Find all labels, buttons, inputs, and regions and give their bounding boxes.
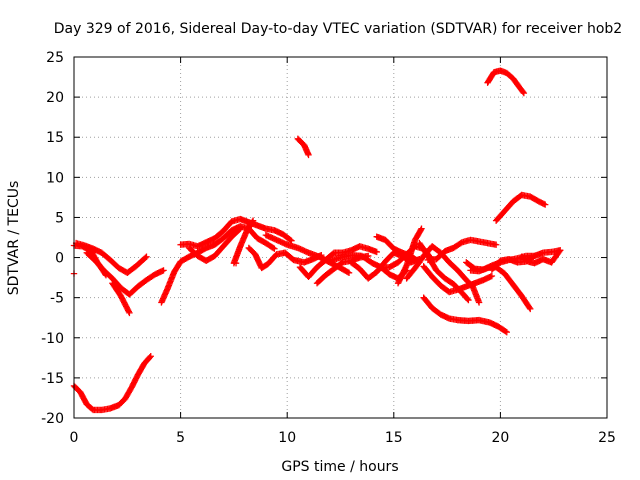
x-tick-label: 15 — [385, 430, 403, 446]
data-point — [503, 328, 510, 336]
series-track-7 — [177, 215, 295, 250]
series-track-18 — [373, 233, 423, 266]
data-point — [269, 244, 277, 252]
x-tick-label: 20 — [491, 430, 509, 446]
series-track-12 — [294, 135, 312, 159]
data-point — [502, 328, 509, 335]
plot-frame — [73, 56, 608, 419]
series-track-3 — [72, 239, 150, 276]
series-track-8 — [185, 225, 244, 264]
data-point — [249, 217, 257, 224]
y-tick-label: 10 — [46, 170, 64, 186]
data-point — [143, 253, 150, 260]
data-point — [527, 305, 534, 313]
series-track-24 — [420, 294, 510, 336]
data-point — [556, 247, 564, 254]
data-point — [125, 308, 132, 315]
data-point — [465, 296, 472, 304]
series-track-5 — [109, 280, 133, 317]
data-point — [249, 218, 256, 226]
data-point — [475, 299, 483, 306]
y-tick-label: 5 — [55, 210, 64, 226]
data-point — [541, 201, 549, 208]
series-track-11 — [262, 231, 353, 276]
x-tick-label: 0 — [70, 430, 79, 446]
data-point — [232, 259, 240, 267]
data-point — [492, 241, 500, 248]
y-tick-label: 15 — [46, 130, 64, 146]
axis-ticks: 0 5 10 15 20 25 -20 -15 -10 -5 0 5 10 15 20 25 — [41, 50, 616, 446]
series-track-6 — [158, 223, 278, 306]
data-point — [305, 151, 312, 159]
x-axis-label: GPS time / hours — [281, 459, 398, 475]
y-tick-label: -5 — [50, 291, 64, 307]
data-point — [520, 89, 528, 97]
data-point — [344, 268, 352, 276]
y-axis-label: SDTVAR / TECUs — [6, 181, 22, 296]
y-tick-label: 0 — [55, 251, 64, 267]
data-point — [146, 354, 154, 361]
data-point — [464, 295, 471, 303]
data-point — [237, 225, 244, 232]
data-point — [417, 226, 425, 234]
y-tick-label: -15 — [41, 371, 64, 387]
series-track-23 — [424, 236, 500, 264]
y-tick-label: -20 — [41, 411, 64, 427]
series-track-29 — [484, 67, 528, 97]
data-point — [147, 353, 154, 360]
series-track-9 — [230, 217, 257, 267]
series-track-21 — [416, 239, 472, 304]
y-tick-label: 25 — [46, 50, 64, 66]
y-tick-label: 20 — [46, 90, 64, 106]
data-point — [126, 309, 133, 317]
y-tick-label: -10 — [41, 331, 64, 347]
chart-title: Day 329 of 2016, Sidereal Day-to-day VTE… — [54, 21, 622, 37]
series-track-30 — [492, 191, 549, 224]
data-point — [488, 272, 496, 280]
data-point — [142, 254, 149, 261]
data-point — [160, 267, 167, 274]
series-outlier-b — [232, 259, 240, 267]
series-track-19 — [394, 225, 425, 287]
x-tick-label: 25 — [598, 430, 616, 446]
data-point — [287, 236, 294, 244]
data-point — [418, 225, 425, 232]
series-track-22 — [420, 263, 496, 296]
data-point — [519, 88, 527, 96]
plot-data — [70, 67, 564, 414]
grid — [74, 57, 607, 418]
data-point — [526, 304, 533, 311]
x-tick-label: 10 — [278, 430, 296, 446]
series-track-1 — [70, 353, 154, 414]
data-point — [236, 226, 243, 233]
data-point — [556, 248, 563, 255]
x-tick-label: 5 — [176, 430, 185, 446]
data-point — [271, 245, 278, 252]
data-point — [345, 269, 353, 276]
series-track-10 — [245, 244, 325, 272]
series-track-28 — [518, 247, 564, 267]
data-point — [373, 248, 380, 256]
series-track-4 — [83, 249, 167, 298]
